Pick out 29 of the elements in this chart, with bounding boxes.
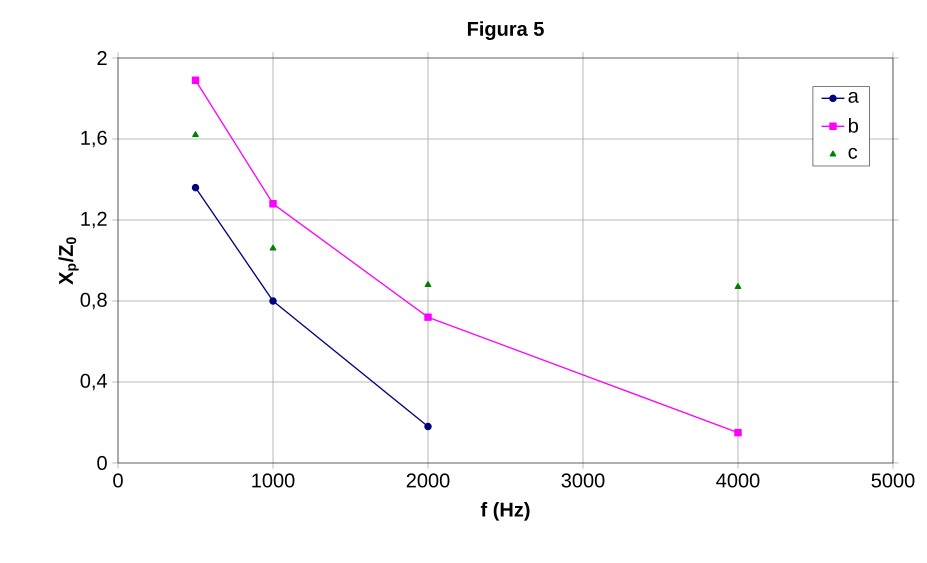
x-tick-label: 3000 [562, 473, 604, 488]
point [270, 244, 276, 251]
x-tick-label: 1000 [252, 473, 294, 488]
y-tick-label: 0,8 [80, 292, 107, 310]
y-tick-label: 1,6 [81, 130, 107, 148]
legend-label: c [848, 148, 858, 159]
y-tick-label: 1,2 [81, 212, 107, 228]
point [269, 200, 277, 208]
x-tick-label: 5000 [872, 473, 914, 488]
point [734, 428, 742, 436]
point [269, 297, 277, 305]
point [192, 76, 200, 84]
point [424, 281, 432, 287]
y-tick-label: 2 [97, 51, 107, 65]
x-tick-label: 2000 [406, 473, 450, 488]
point [424, 422, 432, 430]
chart-title: Figura 5 [468, 21, 544, 40]
point [192, 131, 199, 138]
y-tick-label: 0,4 [80, 374, 108, 390]
x-tick-label: 0 [113, 473, 123, 488]
legend-label: b [848, 118, 858, 133]
point [192, 184, 200, 192]
y-axis-title: X$_{p}$/Z$_{0}$ [58, 237, 79, 285]
x-tick-label: 4000 [716, 473, 760, 488]
legend-label: a [848, 92, 859, 103]
point [424, 313, 432, 321]
point [734, 283, 742, 290]
y-tick-label: 0 [97, 456, 107, 470]
x-axis-title: f (Hz) [480, 502, 530, 521]
